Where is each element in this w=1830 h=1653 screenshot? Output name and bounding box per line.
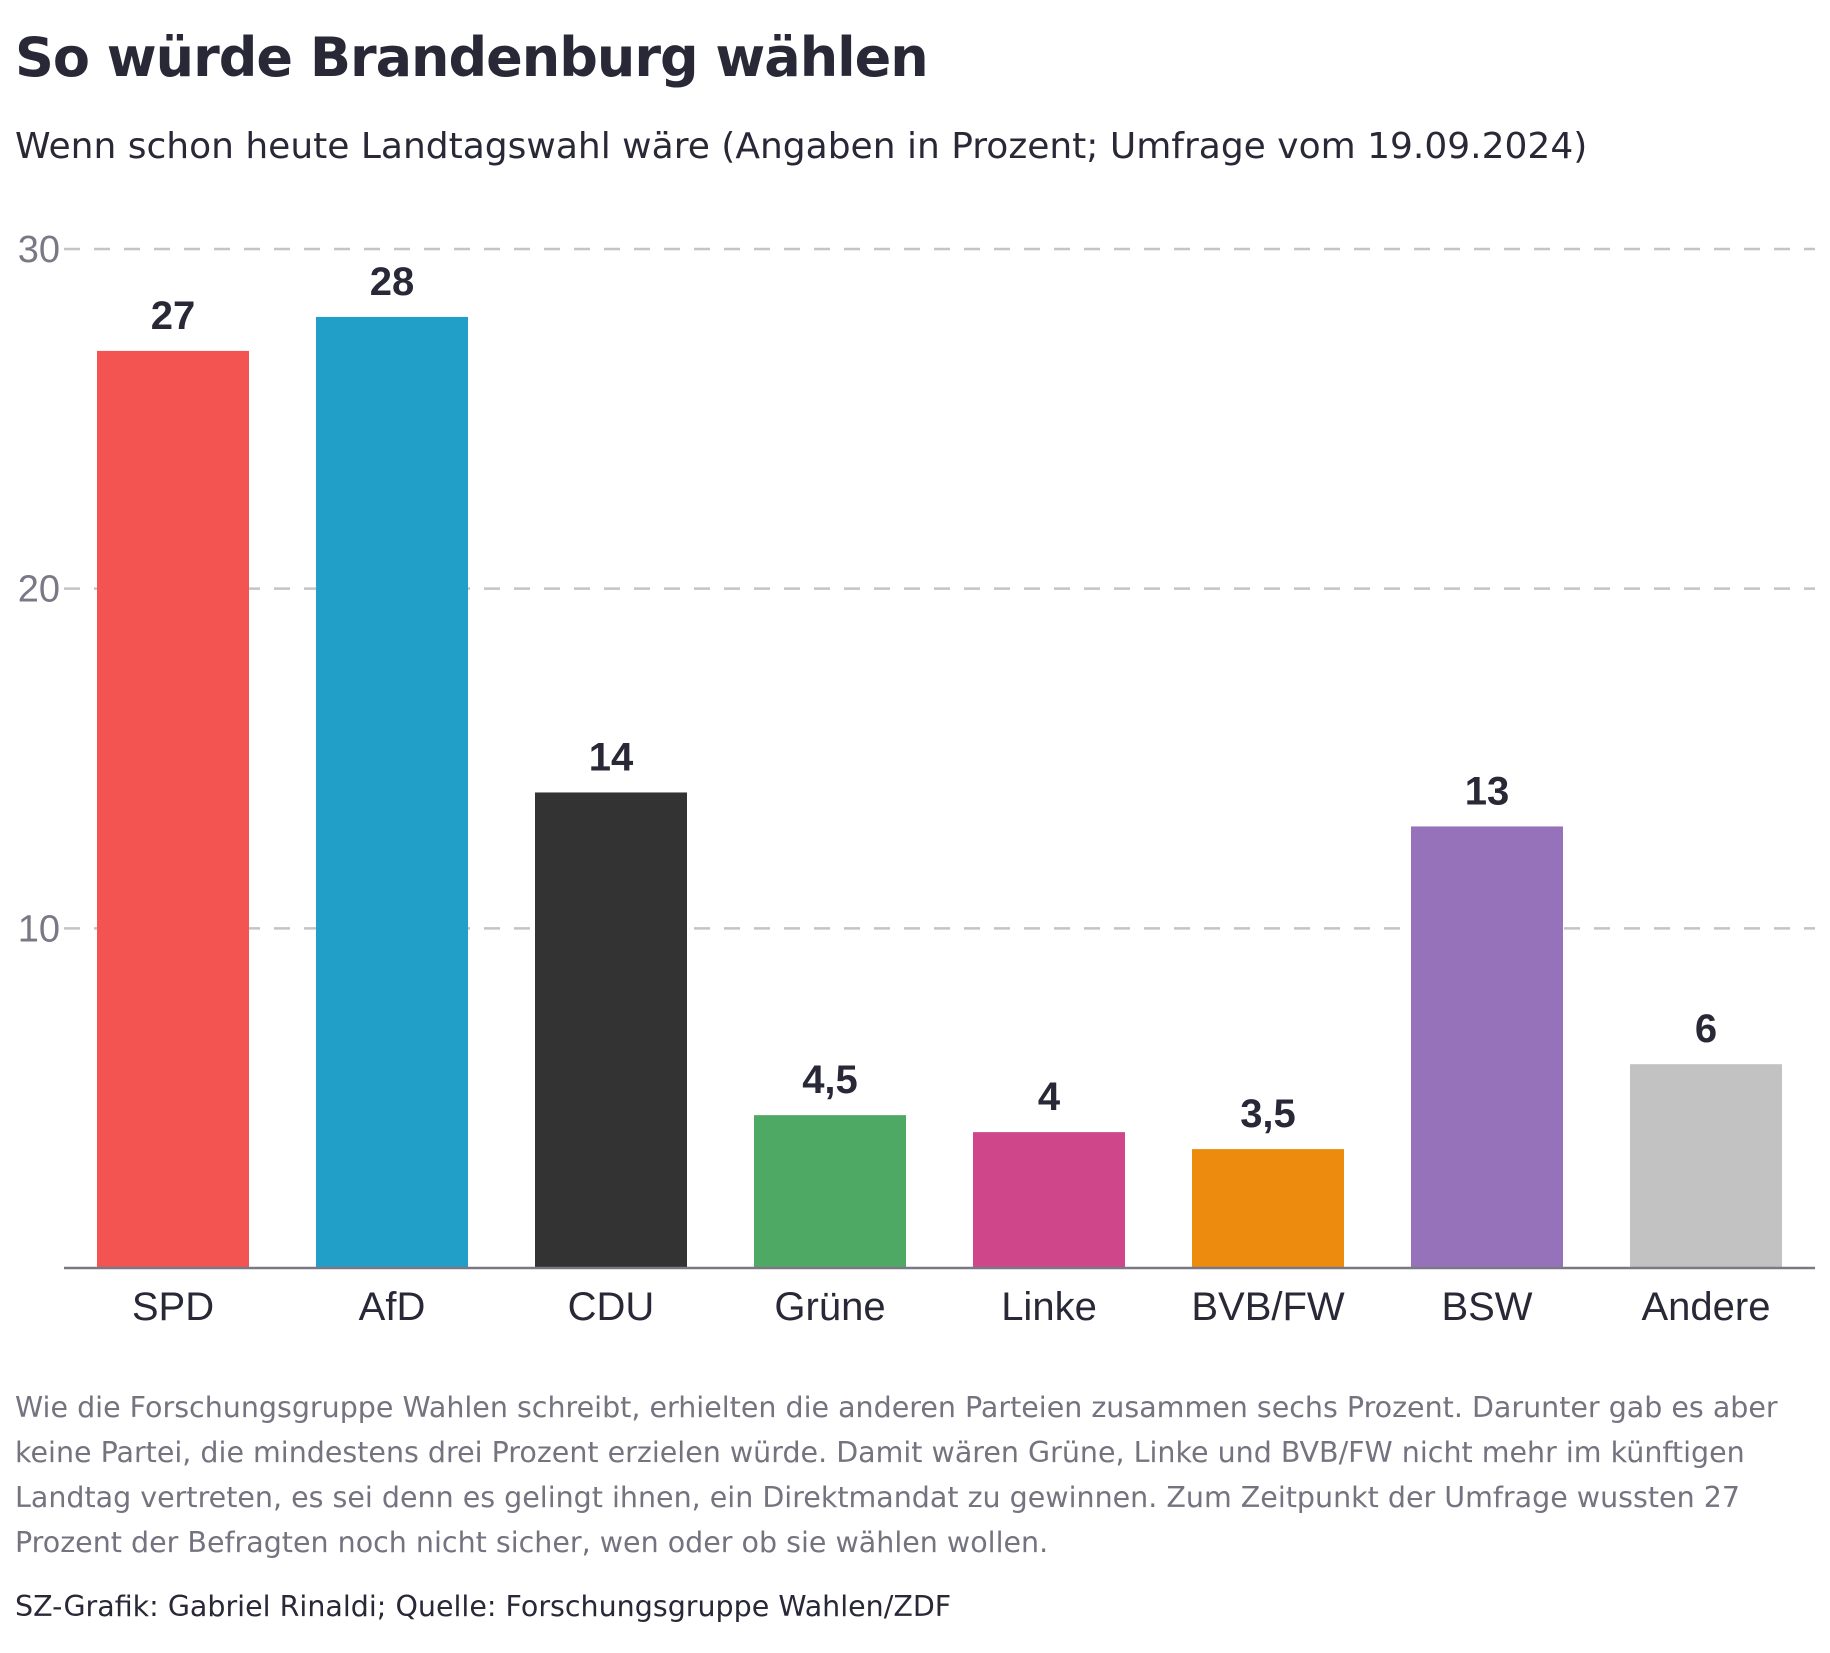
value-label: 14 <box>589 735 634 779</box>
value-label: 13 <box>1465 769 1510 813</box>
bar-bsw <box>1411 826 1563 1268</box>
source-credit: SZ-Grafik: Gabriel Rinaldi; Quelle: Fors… <box>15 1590 952 1623</box>
chart-title: So würde Brandenburg wählen <box>15 26 929 89</box>
category-label: BVB/FW <box>1191 1285 1345 1329</box>
y-tick-label: 10 <box>18 908 60 950</box>
value-label: 6 <box>1695 1007 1717 1051</box>
bar-andere <box>1630 1064 1782 1268</box>
footnote: Wie die Forschungsgruppe Wahlen schreibt… <box>15 1391 1778 1559</box>
category-label: Andere <box>1642 1285 1771 1329</box>
category-label: SPD <box>132 1285 214 1329</box>
chart-subtitle: Wenn schon heute Landtagswahl wäre (Anga… <box>15 126 1588 167</box>
category-label: AfD <box>359 1285 426 1329</box>
category-label: BSW <box>1441 1285 1532 1329</box>
bar-chart: 10 20 30 27 SPD 28 AfD 14 CDU 4,5 Grüne 4 Linke 3,5 BV… <box>18 229 1815 1329</box>
value-label: 27 <box>151 294 196 338</box>
bar-afd <box>316 316 468 1268</box>
value-label: 4,5 <box>802 1058 858 1102</box>
bar-spd <box>97 350 249 1268</box>
bar-grne <box>754 1115 906 1268</box>
bar-bvbfw <box>1192 1149 1344 1268</box>
value-label: 28 <box>370 260 415 304</box>
value-label: 3,5 <box>1240 1092 1296 1136</box>
y-tick-label: 20 <box>18 569 60 611</box>
category-label: CDU <box>568 1285 655 1329</box>
y-tick-label: 30 <box>18 229 60 271</box>
category-label: Grüne <box>774 1285 885 1329</box>
bar-linke <box>973 1132 1125 1268</box>
value-label: 4 <box>1038 1075 1061 1119</box>
bar-cdu <box>535 792 687 1268</box>
category-label: Linke <box>1001 1285 1097 1329</box>
